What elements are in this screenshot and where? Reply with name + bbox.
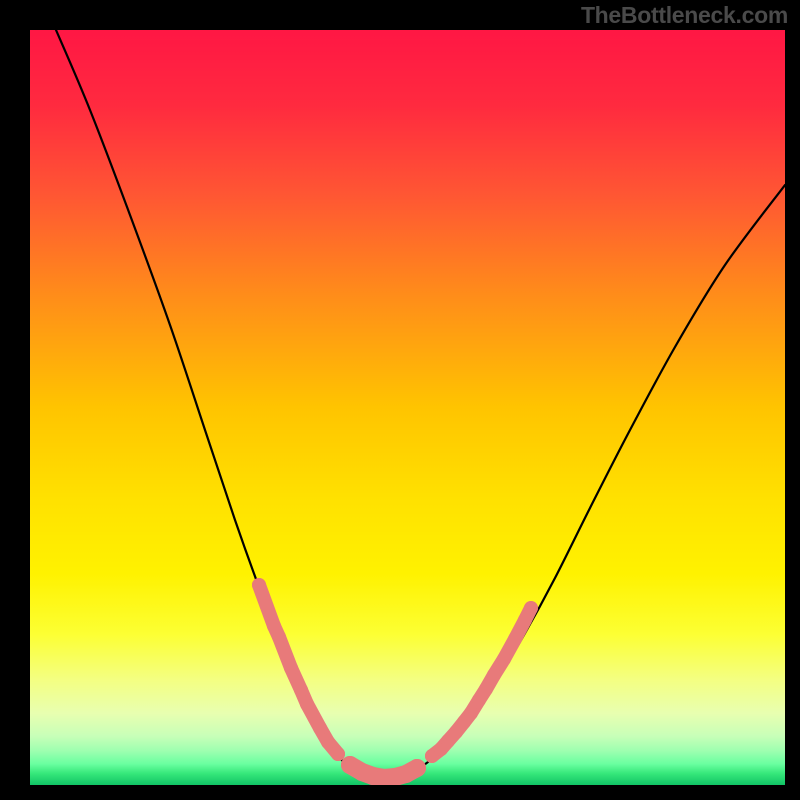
data-marker [518, 613, 532, 627]
data-marker [479, 682, 493, 696]
chart-frame: TheBottleneck.com [0, 0, 800, 800]
data-marker [252, 578, 266, 592]
data-markers [252, 578, 538, 785]
data-marker [508, 632, 522, 646]
data-marker [524, 601, 538, 615]
data-marker [331, 747, 345, 761]
marker-connector [432, 608, 531, 756]
data-marker [272, 630, 286, 644]
data-marker [464, 706, 478, 720]
data-marker [497, 652, 511, 666]
data-marker [300, 697, 314, 711]
data-marker [408, 759, 426, 777]
data-marker [321, 735, 335, 749]
bottleneck-curve [56, 30, 785, 778]
chart-svg [30, 30, 785, 785]
data-marker [487, 668, 501, 682]
data-marker [313, 721, 327, 735]
watermark-text: TheBottleneck.com [581, 2, 788, 29]
plot-area [30, 30, 785, 785]
data-marker [294, 683, 308, 697]
data-marker [284, 661, 298, 675]
